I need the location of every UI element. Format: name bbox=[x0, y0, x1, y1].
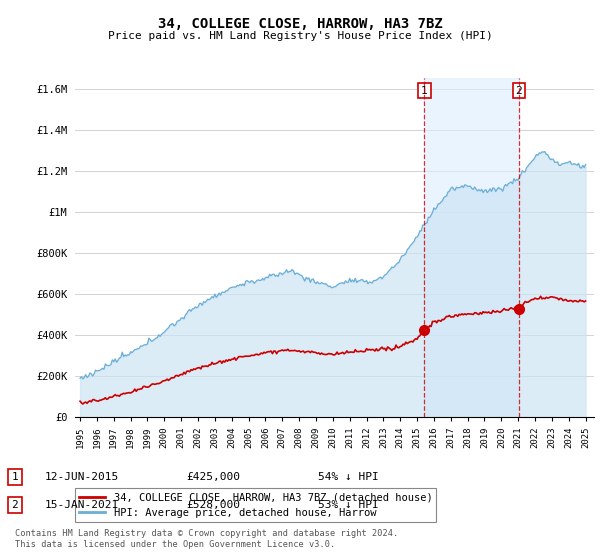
Text: 53% ↓ HPI: 53% ↓ HPI bbox=[318, 500, 379, 510]
Text: Price paid vs. HM Land Registry's House Price Index (HPI): Price paid vs. HM Land Registry's House … bbox=[107, 31, 493, 41]
Text: 2: 2 bbox=[11, 500, 19, 510]
Bar bbox=[424, 78, 519, 417]
Text: £528,000: £528,000 bbox=[186, 500, 240, 510]
Legend: 34, COLLEGE CLOSE, HARROW, HA3 7BZ (detached house), HPI: Average price, detache: 34, COLLEGE CLOSE, HARROW, HA3 7BZ (deta… bbox=[75, 488, 436, 522]
Text: 1: 1 bbox=[11, 472, 19, 482]
Text: 54% ↓ HPI: 54% ↓ HPI bbox=[318, 472, 379, 482]
Text: 34, COLLEGE CLOSE, HARROW, HA3 7BZ: 34, COLLEGE CLOSE, HARROW, HA3 7BZ bbox=[158, 17, 442, 31]
Text: 15-JAN-2021: 15-JAN-2021 bbox=[45, 500, 119, 510]
Text: Contains HM Land Registry data © Crown copyright and database right 2024.
This d: Contains HM Land Registry data © Crown c… bbox=[15, 529, 398, 549]
Text: 2: 2 bbox=[515, 86, 522, 96]
Text: £425,000: £425,000 bbox=[186, 472, 240, 482]
Text: 1: 1 bbox=[421, 86, 428, 96]
Text: 12-JUN-2015: 12-JUN-2015 bbox=[45, 472, 119, 482]
